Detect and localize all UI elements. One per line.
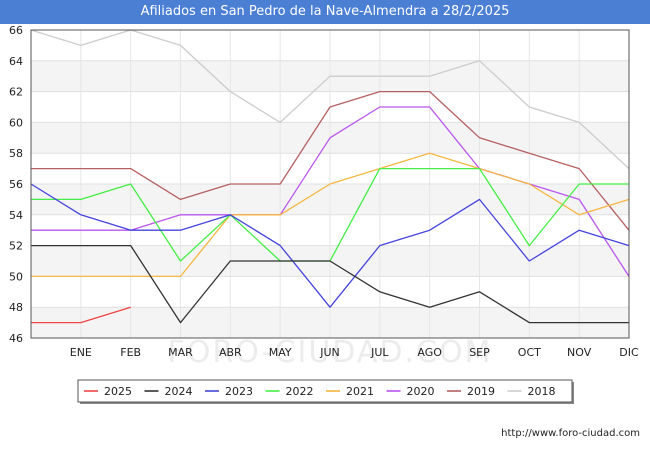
legend-label-2022: 2022 <box>286 385 314 398</box>
series-line-2023 <box>30 183 630 308</box>
series-line-2024 <box>31 244 629 324</box>
y-tick-label: 54 <box>9 209 23 222</box>
x-tick-label: JUN <box>319 346 340 359</box>
y-tick-label: 52 <box>9 240 23 253</box>
source-url[interactable]: http://www.foro-ciudad.com <box>501 428 640 439</box>
watermark-layer: FORO-CIUDAD.COM <box>168 335 493 370</box>
x-tick-label: NOV <box>567 346 592 359</box>
y-tick-label: 46 <box>9 332 23 345</box>
y-tick-label: 60 <box>9 116 23 129</box>
legend-box <box>77 379 573 403</box>
legend: 2025 2024 2023 2022 2021 2020 2019 2018 <box>77 379 574 404</box>
legend-label-2020: 2020 <box>407 385 435 398</box>
x-tick-label: OCT <box>518 346 541 359</box>
y-tick-label: 66 <box>9 24 23 37</box>
chart-title: Afiliados en San Pedro de la Nave-Almend… <box>140 4 510 19</box>
y-tick-label: 64 <box>9 55 23 68</box>
y-tick-label: 56 <box>9 178 23 191</box>
x-tick-label: MAR <box>168 346 193 359</box>
x-tick-label: ENE <box>70 346 92 359</box>
plot-frame <box>30 29 630 339</box>
x-tick-label: JUL <box>370 346 389 359</box>
legend-label-2021: 2021 <box>346 385 374 398</box>
legend-label-2025: 2025 <box>104 385 132 398</box>
x-tick-label: FEB <box>120 346 141 359</box>
y-tick-label: 48 <box>9 301 23 314</box>
x-tick-label: MAY <box>269 346 292 359</box>
legend-label-2019: 2019 <box>467 385 495 398</box>
legend-label-2023: 2023 <box>225 385 253 398</box>
title-bar <box>0 0 650 24</box>
tick-labels: 46 48 50 52 54 56 58 60 62 64 66 ENE FEB MAR ABR MAY JUN… <box>9 24 639 359</box>
series-line-2019 <box>31 90 630 231</box>
series-line-2021 <box>31 152 630 278</box>
y-tick-label: 62 <box>9 86 23 99</box>
y-tick-label: 50 <box>9 270 23 283</box>
y-tick-label: 58 <box>9 147 23 160</box>
watermark-text: FORO-CIUDAD.COM <box>168 335 493 370</box>
x-tick-label: AGO <box>417 346 442 359</box>
series-line-2025 <box>31 306 131 324</box>
x-tick-label: DIC <box>619 346 639 359</box>
x-tick-label: ABR <box>219 346 242 359</box>
legend-label-2018: 2018 <box>528 385 556 398</box>
axes <box>30 29 630 339</box>
x-tick-label: SEP <box>469 346 490 359</box>
legend-label-2024: 2024 <box>165 385 193 398</box>
